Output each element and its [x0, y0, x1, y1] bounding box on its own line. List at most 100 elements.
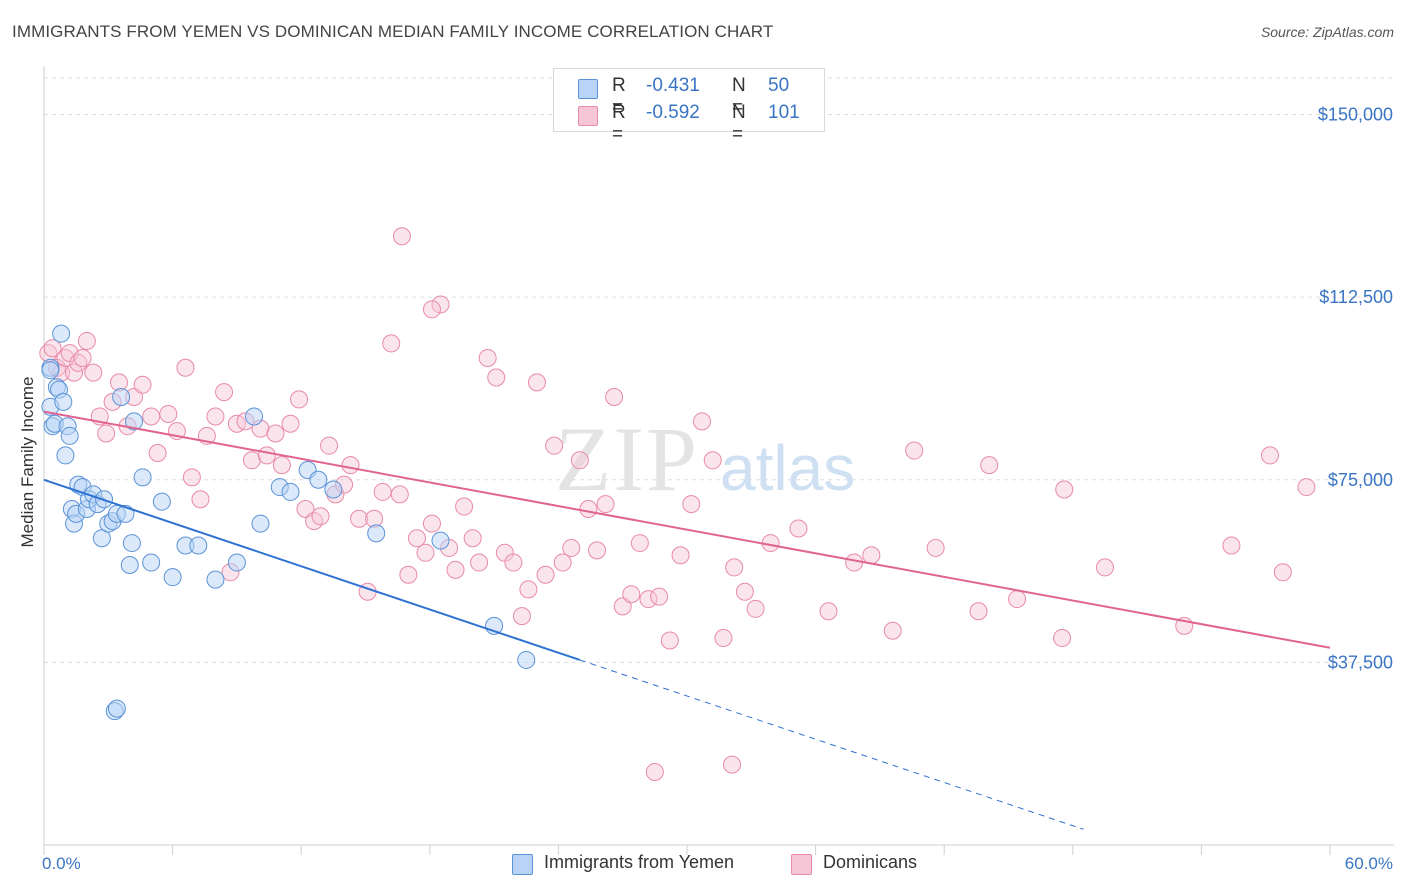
yemen-point [163, 568, 182, 587]
dominicans-point [416, 543, 435, 562]
yemen-point [125, 412, 144, 431]
dominicans-point [257, 446, 276, 465]
dominicans-point [1260, 446, 1279, 465]
dominicans-point [215, 383, 234, 402]
trend-lines [43, 410, 1331, 830]
dominicans-point [266, 424, 285, 443]
watermark-zip: ZIP [555, 408, 699, 510]
dominicans-point [350, 509, 369, 528]
yemen-point [245, 407, 264, 426]
yemen-trend-extension [579, 659, 1084, 830]
dominicans-point [671, 546, 690, 565]
y-tick-label: $37,500 [1328, 652, 1393, 672]
dominicans-point [373, 482, 392, 501]
dominicans-point [272, 456, 291, 475]
yemen-point [122, 534, 141, 553]
legend-swatch-dominicans [578, 106, 598, 126]
dominicans-point [545, 436, 564, 455]
dominicans-point [77, 331, 96, 350]
dominicans-point [579, 499, 598, 518]
dominicans-point [43, 339, 62, 358]
yemen-point [206, 570, 225, 589]
dominicans-point [596, 495, 615, 514]
dominicans-point [622, 585, 641, 604]
dominicans-point [504, 553, 523, 572]
dominicans-point [206, 407, 225, 426]
dominicans-point [242, 451, 261, 470]
legend-r-value: -0.431 [646, 75, 700, 96]
dominicans-point [311, 507, 330, 526]
yemen-point [227, 553, 246, 572]
dominicans-point [527, 373, 546, 392]
yemen-point [517, 650, 536, 669]
dominicans-point [320, 436, 339, 455]
source-label: Source: ZipAtlas.com [1260, 24, 1394, 40]
dominicans-point [392, 227, 411, 246]
dominicans-point [1273, 563, 1292, 582]
dominicans-point [883, 621, 902, 640]
dominicans-point [980, 456, 999, 475]
dominicans-trend-line [43, 410, 1331, 649]
yemen-point [152, 492, 171, 511]
yemen-point [112, 387, 131, 406]
dominicans-point [133, 375, 152, 394]
yemen-point [120, 555, 139, 574]
dominicans-point [390, 485, 409, 504]
legend-swatch-yemen [578, 79, 598, 99]
legend-n-value: 101 [768, 102, 800, 123]
dominicans-point [650, 587, 669, 606]
dominicans-point [926, 538, 945, 557]
dominicans-point [645, 762, 664, 781]
yemen-point [431, 531, 450, 550]
dominicans-point [789, 519, 808, 538]
bottom-legend-swatch-dominicans [791, 854, 812, 875]
dominicans-point [290, 390, 309, 409]
dominicans-point [714, 629, 733, 648]
legend-r-label: R = [612, 102, 626, 145]
dominicans-point [142, 407, 161, 426]
yemen-point [54, 392, 73, 411]
dominicans-point [73, 349, 92, 368]
dominicans-point [431, 295, 450, 314]
watermark: ZIP atlas [555, 408, 855, 510]
legend-r-value: -0.592 [646, 102, 700, 123]
dominicans-point [341, 456, 360, 475]
gridlines [44, 77, 1394, 663]
dominicans-point [1055, 480, 1074, 499]
dominicans-point [723, 755, 742, 774]
dominicans-point [446, 560, 465, 579]
dominicans-point [1008, 590, 1027, 609]
dominicans-point [845, 553, 864, 572]
dominicans-point [746, 599, 765, 618]
yemen-trend-line [43, 478, 581, 661]
dominicans-point [1222, 536, 1241, 555]
x-tick-label-min: 0.0% [42, 854, 81, 873]
dominicans-point [682, 495, 701, 514]
yemen-point [107, 699, 126, 718]
dominicans-point [182, 468, 201, 487]
dominicans-point [399, 565, 418, 584]
dominicans-point [1297, 478, 1316, 497]
dominicans-point [470, 553, 489, 572]
yemen-point [41, 361, 60, 380]
y-tick-label: $150,000 [1318, 105, 1393, 125]
yemen-point [56, 446, 75, 465]
y-axis-label: Median Family Income [18, 376, 37, 547]
dominicans-point [281, 414, 300, 433]
legend-n-label: N = [732, 102, 746, 145]
dominicans-point [478, 349, 497, 368]
y-tick-label: $75,000 [1328, 470, 1393, 490]
dominicans-point [553, 553, 572, 572]
dominicans-point [159, 405, 178, 424]
dominicans-point [519, 580, 538, 599]
bottom-legend-swatch-yemen [512, 854, 533, 875]
dominicans-point [512, 607, 531, 626]
dominicans-point [487, 368, 506, 387]
x-tick-label-max: 60.0% [1345, 854, 1393, 873]
dominicans-point [1053, 629, 1072, 648]
dominicans-point [176, 358, 195, 377]
dominicans-point [382, 334, 401, 353]
dominicans-point [191, 490, 210, 509]
dominicans-point [296, 499, 315, 518]
